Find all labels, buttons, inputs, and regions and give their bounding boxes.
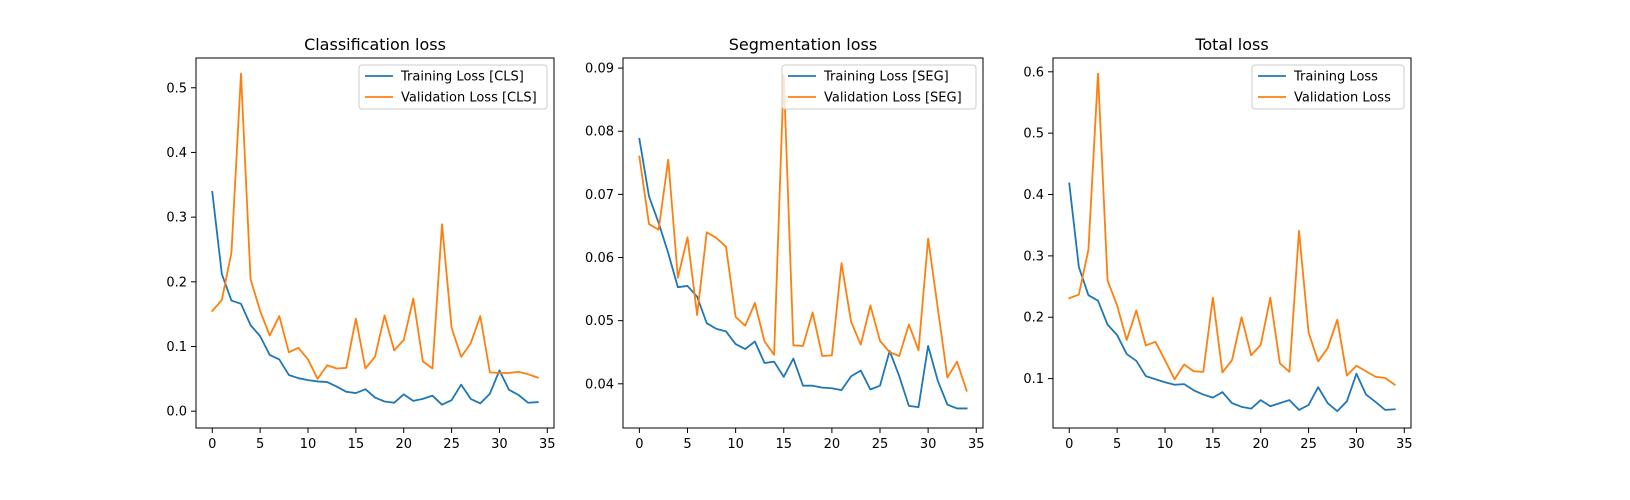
subplot-3: Total loss 0 5 10 15 20 25 30 35 0.1 0.2 0.3 0.4 0.5 0… bbox=[1023, 35, 1412, 452]
x-tick-label: 20 bbox=[824, 437, 841, 452]
x-tick-label: 15 bbox=[348, 437, 365, 452]
x-tick-label: 0 bbox=[1065, 437, 1073, 452]
x-tick-label: 35 bbox=[1396, 437, 1413, 452]
y-tick-label: 0.2 bbox=[166, 275, 187, 290]
legend: Training Loss Validation Loss bbox=[1251, 64, 1405, 110]
y-tick-label: 0.1 bbox=[166, 340, 187, 355]
series-line-validation bbox=[211, 72, 539, 380]
y-tick-label: 0.04 bbox=[585, 377, 614, 392]
legend-box bbox=[358, 64, 548, 110]
y-tick-label: 0.4 bbox=[166, 146, 187, 161]
x-tick-label: 10 bbox=[1157, 437, 1174, 452]
series-line-training bbox=[211, 190, 539, 406]
x-tick-label: 0 bbox=[208, 437, 216, 452]
legend-box bbox=[1251, 64, 1405, 110]
series-line-training bbox=[1068, 182, 1396, 413]
y-tick-label: 0.06 bbox=[585, 251, 614, 266]
axes-frame bbox=[1052, 57, 1412, 429]
x-tick-label: 25 bbox=[1300, 437, 1317, 452]
x-tick-label: 0 bbox=[635, 437, 643, 452]
x-tick-label: 5 bbox=[256, 437, 264, 452]
legend-label-training: Training Loss [SEG] bbox=[823, 70, 949, 85]
x-tick-label: 10 bbox=[300, 437, 317, 452]
legend-label-validation: Validation Loss bbox=[1294, 91, 1391, 106]
axes-frame bbox=[195, 57, 555, 429]
y-tick-label: 0.5 bbox=[166, 81, 187, 96]
y-tick-label: 0.05 bbox=[585, 314, 614, 329]
x-tick-label: 35 bbox=[539, 437, 556, 452]
x-tick-label: 30 bbox=[491, 437, 508, 452]
x-tick-label: 20 bbox=[395, 437, 412, 452]
series-line-validation bbox=[638, 73, 968, 392]
legend: Training Loss [CLS] Validation Loss [CLS] bbox=[358, 64, 548, 110]
y-tick-label: 0.6 bbox=[1023, 65, 1044, 80]
x-tick-label: 25 bbox=[872, 437, 889, 452]
y-tick-label: 0.3 bbox=[1023, 249, 1044, 264]
chart-title: Segmentation loss bbox=[729, 35, 877, 54]
y-tick-label: 0.09 bbox=[585, 62, 614, 77]
subplot-1: Classification loss 0 5 10 15 20 25 30 35 0.0 0.1 0… bbox=[166, 35, 555, 452]
chart-title: Total loss bbox=[1194, 35, 1268, 54]
x-tick-label: 15 bbox=[1205, 437, 1222, 452]
x-tick-label: 5 bbox=[1113, 437, 1121, 452]
y-tick-label: 0.07 bbox=[585, 188, 614, 203]
x-tick-label: 30 bbox=[920, 437, 937, 452]
legend-box bbox=[781, 64, 977, 110]
y-tick-label: 0.4 bbox=[1023, 188, 1044, 203]
axes-frame bbox=[622, 57, 984, 429]
x-tick-label: 25 bbox=[443, 437, 460, 452]
series-line-training bbox=[638, 137, 968, 410]
x-tick-label: 35 bbox=[968, 437, 985, 452]
x-tick-label: 15 bbox=[775, 437, 792, 452]
y-tick-label: 0.2 bbox=[1023, 311, 1044, 326]
series-line-validation bbox=[1068, 72, 1396, 386]
subplot-2: Segmentation loss 0 5 10 15 20 25 30 35 0.04 0.05 0… bbox=[585, 35, 984, 452]
legend-label-validation: Validation Loss [CLS] bbox=[401, 91, 537, 106]
y-tick-label: 0.08 bbox=[585, 125, 614, 140]
x-tick-label: 5 bbox=[683, 437, 691, 452]
x-tick-label: 30 bbox=[1348, 437, 1365, 452]
y-tick-label: 0.1 bbox=[1023, 372, 1044, 387]
y-tick-label: 0.3 bbox=[166, 211, 187, 226]
legend-label-training: Training Loss bbox=[1293, 70, 1378, 85]
x-tick-label: 10 bbox=[727, 437, 744, 452]
x-tick-label: 20 bbox=[1252, 437, 1269, 452]
y-tick-label: 0.5 bbox=[1023, 127, 1044, 142]
legend-label-validation: Validation Loss [SEG] bbox=[824, 91, 962, 106]
legend: Training Loss [SEG] Validation Loss [SEG] bbox=[781, 64, 977, 110]
legend-label-training: Training Loss [CLS] bbox=[400, 70, 524, 85]
y-tick-label: 0.0 bbox=[166, 405, 187, 420]
chart-title: Classification loss bbox=[304, 35, 446, 54]
